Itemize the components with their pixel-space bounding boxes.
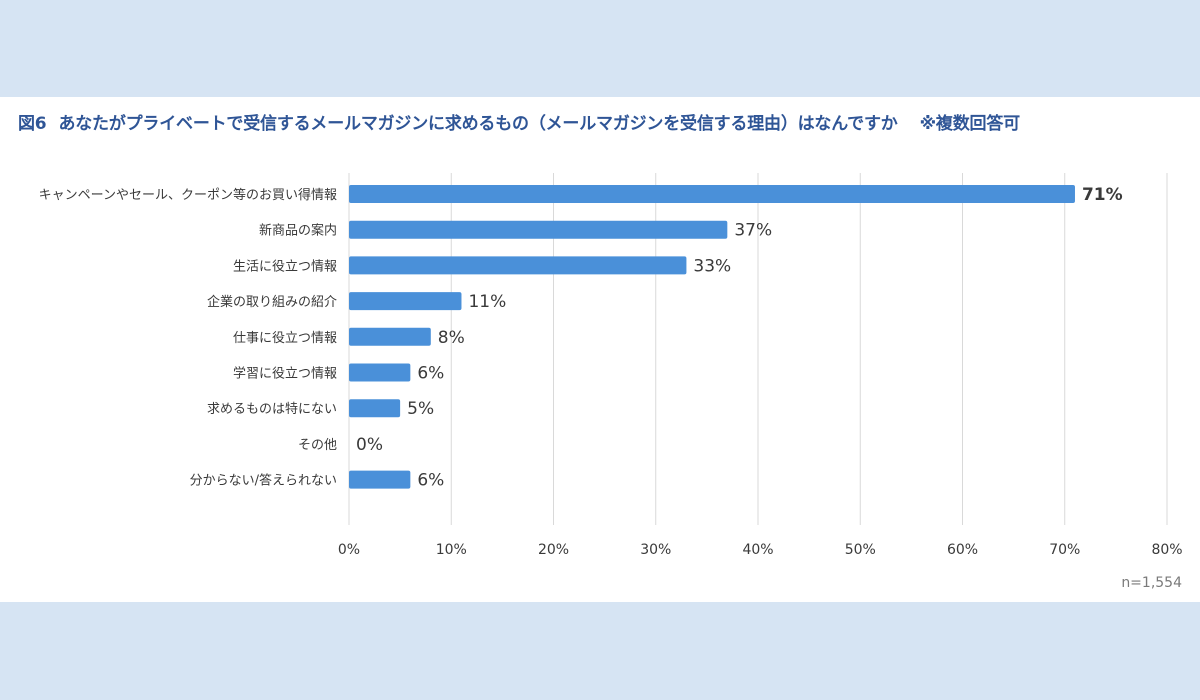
question-text: あなたがプライベートで受信するメールマガジンに求めるもの（メールマガジンを受信す… — [58, 114, 898, 134]
category-label: 学習に役立つ情報 — [233, 366, 337, 382]
x-tick-label: 30% — [640, 542, 671, 558]
multiple-answer-note: ※複数回答可 — [919, 114, 1021, 134]
category-label: 企業の取り組みの紹介 — [207, 294, 337, 310]
value-label: 71% — [1082, 185, 1123, 205]
value-label: 37% — [734, 221, 772, 241]
category-label: その他 — [298, 438, 337, 453]
x-tick-label: 60% — [947, 542, 978, 558]
category-label: 求めるものは特にない — [207, 402, 337, 417]
bar — [349, 470, 411, 489]
chart-panel: 図6 あなたがプライベートで受信するメールマガジンに求めるもの（メールマガジンを受… — [0, 97, 1200, 602]
x-tick-label: 40% — [742, 542, 773, 558]
category-label: 仕事に役立つ情報 — [233, 331, 337, 346]
value-label: 11% — [468, 292, 506, 312]
bar — [349, 399, 401, 418]
category-label: 生活に役立つ情報 — [233, 259, 337, 274]
category-label: キャンペーンやセール、クーポン等のお買い得情報 — [39, 187, 337, 203]
figure-number: 図6 — [18, 114, 47, 134]
bar-chart: キャンペーンやセール、クーポン等のお買い得情報新商品の案内生活に役立つ情報企業の… — [39, 173, 1183, 558]
x-tick-label: 80% — [1151, 542, 1182, 558]
value-label: 0% — [356, 435, 383, 455]
bar — [349, 185, 1075, 203]
x-tick-labels: 0% 10% 20% 30% 40% 50% 60% 70% 80% — [338, 542, 1183, 558]
x-tick-label: 50% — [845, 542, 876, 558]
category-label: 分からない/答えられない — [190, 473, 337, 489]
x-tick-label: 10% — [436, 542, 467, 558]
chart-title: 図6 あなたがプライベートで受信するメールマガジンに求めるもの（メールマガジンを受… — [18, 109, 1190, 134]
category-labels: キャンペーンやセール、クーポン等のお買い得情報新商品の案内生活に役立つ情報企業の… — [39, 187, 337, 489]
bar — [349, 292, 462, 311]
bars — [349, 185, 1075, 489]
bar — [349, 256, 687, 275]
x-tick-label: 20% — [538, 542, 569, 558]
bar — [349, 220, 728, 239]
value-label: 8% — [438, 328, 465, 348]
bar — [349, 327, 431, 346]
value-label: 5% — [407, 399, 434, 419]
value-labels: 71% 37%33% 11%8% 6% 5% 0% 6% — [356, 185, 1123, 491]
bar — [349, 363, 411, 382]
value-label: 6% — [417, 471, 444, 491]
category-label: 新商品の案内 — [259, 223, 337, 239]
x-tick-label: 0% — [338, 542, 360, 558]
sample-size: n=1,554 — [1121, 575, 1182, 591]
x-tick-label: 70% — [1049, 542, 1080, 558]
value-label: 6% — [417, 364, 444, 384]
value-label: 33% — [693, 256, 731, 276]
